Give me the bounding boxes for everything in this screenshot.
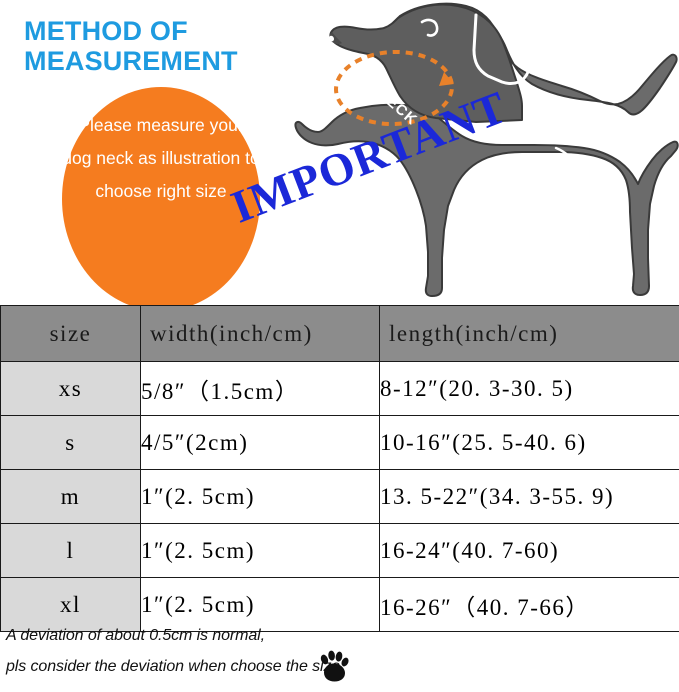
cell-size: m	[0, 469, 141, 524]
neck-measure-ring-icon	[334, 49, 454, 127]
column-header-length: length(inch/cm)	[379, 305, 679, 362]
dog-silhouette-illustration	[294, 2, 679, 297]
table-row: l 1″(2. 5cm) 16-24″(40. 7-60)	[0, 523, 679, 578]
table-row: xl 1″(2. 5cm) 16-26″（40. 7-66）	[0, 577, 679, 632]
cell-width: 4/5″(2cm)	[140, 415, 380, 470]
illustration-panel: METHOD OF MEASUREMENT Please measure you…	[0, 0, 679, 305]
table-row: s 4/5″(2cm) 10-16″(25. 5-40. 6)	[0, 415, 679, 470]
column-header-width: width(inch/cm)	[140, 305, 380, 362]
cell-length: 8-12″(20. 3-30. 5)	[379, 361, 679, 416]
page-title: METHOD OF MEASUREMENT	[24, 16, 324, 76]
cell-width: 5/8″（1.5cm）	[140, 361, 380, 416]
cell-length: 13. 5-22″(34. 3-55. 9)	[379, 469, 679, 524]
cell-size: xs	[0, 361, 141, 416]
page-title-line2: MEASUREMENT	[24, 46, 238, 77]
cell-size: xl	[0, 577, 141, 632]
cell-length: 16-24″(40. 7-60)	[379, 523, 679, 578]
page-title-line1: METHOD OF	[24, 16, 188, 46]
cell-width: 1″(2. 5cm)	[140, 523, 380, 578]
size-table: size width(inch/cm) length(inch/cm) xs 5…	[0, 305, 679, 632]
table-row: m 1″(2. 5cm) 13. 5-22″(34. 3-55. 9)	[0, 469, 679, 524]
measure-instruction-callout: Please measure your dog neck as illustra…	[62, 87, 260, 305]
cell-width: 1″(2. 5cm)	[140, 577, 380, 632]
cell-size: s	[0, 415, 141, 470]
cell-width: 1″(2. 5cm)	[140, 469, 380, 524]
column-header-size: size	[0, 305, 141, 362]
footer-line-1: A deviation of about 0.5cm is normal,	[6, 627, 265, 644]
paw-print-icon	[320, 650, 349, 682]
cell-length: 10-16″(25. 5-40. 6)	[379, 415, 679, 470]
table-row: xs 5/8″（1.5cm） 8-12″(20. 3-30. 5)	[0, 361, 679, 416]
cell-size: l	[0, 523, 141, 578]
footer-line-2: pls consider the deviation when choose t…	[6, 658, 345, 675]
table-header-row: size width(inch/cm) length(inch/cm)	[0, 305, 679, 362]
cell-length: 16-26″（40. 7-66）	[379, 577, 679, 632]
measure-arrow-icon	[439, 72, 454, 86]
